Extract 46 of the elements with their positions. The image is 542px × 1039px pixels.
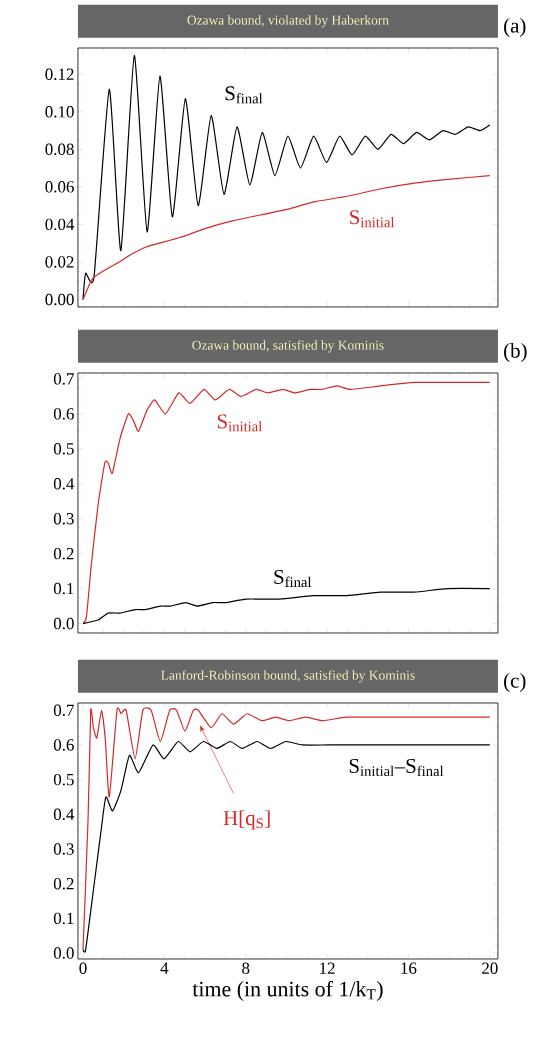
y-tick-label: 0.5: [53, 773, 74, 786]
x-tick-label: 16: [401, 962, 417, 974]
series-label: S$_{initial}$: [350, 210, 395, 228]
y-tick-label: 0.2: [53, 877, 74, 890]
y-tick-label: 0.00: [45, 293, 74, 306]
text: (a): [504, 18, 526, 37]
x-tick-label: 8: [242, 962, 250, 974]
y-tick-label: 0.1: [53, 912, 74, 925]
y-tick-label: 0.2: [53, 547, 74, 560]
series-label: S$_{final}$: [225, 86, 263, 104]
y-tick-label: 0.6: [53, 408, 74, 420]
y-tick-label: 0.12: [45, 68, 74, 81]
y-tick-label: 0.0: [53, 617, 74, 630]
y-tick-label: 0.3: [53, 512, 74, 525]
y-tick-label: 0.7: [53, 704, 74, 717]
series-label: S$_{initial}$–S$_{final}$: [349, 758, 444, 777]
y-tick-label: 0.02: [45, 256, 74, 268]
line-series: [82, 381, 491, 625]
series-label: S$_{initial}$: [217, 414, 263, 432]
y-tick-label: 0.4: [53, 808, 75, 821]
y-tick-label: 0.0: [53, 947, 74, 959]
text: (b): [504, 343, 527, 362]
line-series: [82, 175, 491, 301]
x-tick-label: 4: [160, 962, 169, 974]
x-tick-label: 0: [79, 962, 87, 974]
series-label: S$_{final}$: [274, 569, 312, 588]
y-tick-label: 0.06: [45, 181, 74, 193]
chart-title: Ozawa bound, satisfied by Kominis: [192, 340, 384, 353]
chart-title: Lanford-Robinson bound, satisfied by Kominis: [161, 670, 415, 683]
y-tick-label: 0.04: [45, 218, 75, 231]
text: H[q$_{S}$]: [223, 810, 270, 830]
x-tick-label: 12: [320, 962, 335, 974]
line-series: [82, 54, 491, 301]
y-tick-label: 0.10: [45, 106, 74, 118]
y-tick-label: 0.4: [53, 478, 75, 490]
x-tick-label: 20: [482, 962, 498, 974]
line-series: [82, 587, 491, 625]
y-tick-label: 0.08: [45, 143, 74, 156]
y-tick-label: 0.5: [53, 443, 74, 455]
y-tick-label: 0.3: [53, 843, 74, 855]
chart-title: Ozawa bound, violated by Haberkorn: [187, 15, 389, 28]
y-tick-label: 0.1: [53, 582, 74, 595]
x-axis-title: time (in units of 1/k$_{T}$): [192, 980, 383, 1001]
text: (c): [504, 673, 526, 692]
y-tick-label: 0.6: [53, 739, 74, 751]
y-tick-label: 0.7: [53, 373, 74, 385]
